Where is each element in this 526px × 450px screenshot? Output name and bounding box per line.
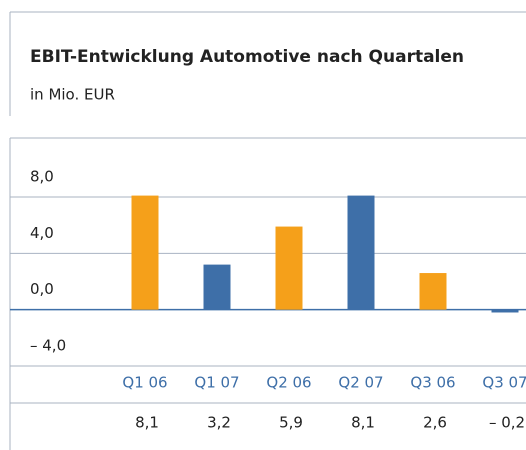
value-label: 8,1: [351, 414, 375, 432]
x-tick-label: Q2 06: [266, 374, 311, 392]
bar: [491, 309, 519, 313]
y-tick-label: 8,0: [30, 168, 54, 186]
x-tick-label: Q1 07: [194, 374, 239, 392]
bar: [347, 195, 375, 310]
y-tick-label: – 4,0: [30, 337, 66, 355]
chart-subtitle: in Mio. EUR: [30, 86, 115, 104]
y-tick-label: 0,0: [30, 280, 54, 298]
x-tick-label: Q2 07: [338, 374, 383, 392]
y-tick-label: 4,0: [30, 224, 54, 242]
bar: [275, 226, 303, 310]
value-label: – 0,2: [489, 414, 525, 432]
bar: [131, 195, 159, 310]
chart-title: EBIT-Entwicklung Automotive nach Quartal…: [30, 47, 464, 67]
bar: [203, 264, 231, 310]
value-label: 2,6: [423, 414, 447, 432]
value-label: 5,9: [279, 414, 303, 432]
x-tick-label: Q1 06: [122, 374, 167, 392]
value-label: 8,1: [135, 414, 159, 432]
value-label: 3,2: [207, 414, 231, 432]
x-tick-label: Q3 07: [482, 374, 526, 392]
bar: [419, 273, 447, 310]
x-tick-label: Q3 06: [410, 374, 455, 392]
